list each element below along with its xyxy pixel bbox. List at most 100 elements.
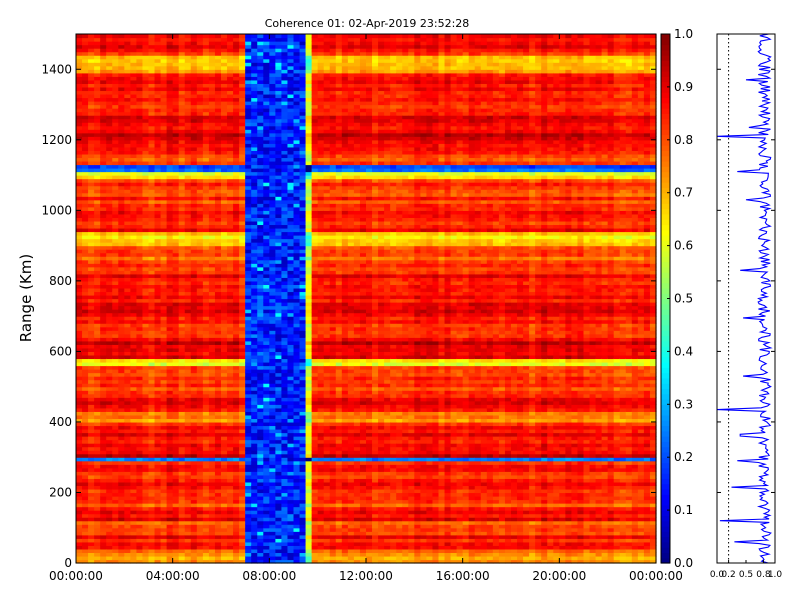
heatmap-cell	[142, 101, 150, 106]
heatmap-cell	[100, 231, 107, 236]
heatmap-cell	[94, 213, 101, 218]
heatmap-cell	[100, 122, 107, 127]
heatmap-cell	[172, 273, 180, 278]
heatmap-cell	[88, 122, 95, 127]
heatmap-cell	[166, 157, 174, 162]
heatmap-cell	[263, 79, 270, 84]
heatmap-cell	[112, 305, 119, 310]
heatmap-cell	[239, 443, 246, 448]
heatmap-cell	[227, 407, 234, 412]
heatmap-cell	[76, 386, 83, 391]
heatmap-cell	[214, 425, 222, 430]
heatmap-cell	[106, 485, 113, 490]
heatmap-cell	[221, 467, 228, 472]
heatmap-cell	[94, 319, 101, 324]
heatmap-cell	[112, 443, 119, 448]
heatmap-cell	[166, 48, 174, 53]
heatmap-cell	[124, 34, 131, 39]
heatmap-cell	[136, 298, 144, 303]
heatmap-cell	[178, 263, 186, 268]
heatmap-cell	[172, 531, 180, 536]
heatmap-cell	[190, 330, 198, 335]
heatmap-cell	[94, 160, 101, 166]
heatmap-cell	[251, 404, 258, 409]
heatmap-cell	[100, 545, 107, 550]
heatmap-cell	[82, 72, 89, 77]
heatmap-cell	[233, 263, 240, 268]
heatmap-cell	[118, 439, 125, 444]
heatmap-cell	[160, 369, 168, 374]
heatmap-cell	[100, 62, 107, 67]
heatmap-cell	[94, 397, 101, 402]
heatmap-cell	[233, 252, 240, 257]
heatmap-cell	[142, 393, 150, 398]
heatmap-cell	[94, 347, 101, 352]
heatmap-cell	[251, 354, 258, 360]
heatmap-cell	[160, 160, 168, 166]
heatmap-cell	[184, 217, 192, 222]
heatmap-cell	[269, 386, 276, 391]
heatmap-cell	[106, 400, 113, 405]
heatmap-cell	[245, 397, 252, 402]
heatmap-cell	[94, 277, 101, 282]
heatmap-cell	[251, 474, 258, 479]
heatmap-cell	[275, 534, 283, 539]
heatmap-cell	[106, 146, 113, 151]
heatmap-cell	[263, 488, 270, 494]
heatmap-cell	[190, 506, 198, 511]
heatmap-cell	[106, 513, 113, 518]
heatmap-cell	[245, 242, 252, 247]
heatmap-cell	[239, 404, 246, 409]
heatmap-cell	[112, 256, 119, 261]
heatmap-cell	[245, 464, 252, 469]
heatmap-cell	[118, 178, 125, 183]
heatmap-cell	[227, 118, 234, 123]
heatmap-cell	[82, 464, 89, 469]
heatmap-cell	[124, 242, 131, 247]
heatmap-cell	[142, 242, 150, 247]
heatmap-cell	[178, 319, 186, 324]
heatmap-cell	[136, 390, 144, 395]
heatmap-cell	[214, 358, 222, 363]
heatmap-cell	[130, 199, 138, 204]
heatmap-cell	[221, 312, 228, 317]
heatmap-cell	[245, 287, 252, 293]
heatmap-cell	[245, 524, 252, 529]
heatmap-cell	[269, 270, 276, 275]
heatmap-cell	[190, 481, 198, 487]
heatmap-cell	[227, 41, 234, 46]
heatmap-cell	[257, 351, 264, 356]
heatmap-cell	[112, 270, 119, 275]
heatmap-cell	[269, 411, 276, 416]
heatmap-cell	[118, 358, 125, 363]
heatmap-cell	[166, 319, 174, 324]
heatmap-cell	[106, 344, 113, 349]
heatmap-cell	[118, 520, 125, 525]
heatmap-cell	[94, 492, 101, 497]
heatmap-cell	[233, 160, 240, 166]
heatmap-cell	[221, 421, 228, 427]
heatmap-cell	[112, 235, 119, 240]
heatmap-cell	[190, 527, 198, 532]
heatmap-cell	[251, 97, 258, 102]
heatmap-cell	[221, 376, 228, 381]
heatmap-cell	[239, 168, 246, 173]
heatmap-cell	[160, 273, 168, 278]
heatmap-cell	[148, 527, 156, 532]
heatmap-cell	[160, 129, 168, 134]
heatmap-cell	[275, 485, 283, 490]
heatmap-cell	[251, 104, 258, 109]
heatmap-cell	[172, 206, 180, 211]
heatmap-cell	[106, 407, 113, 412]
heatmap-cell	[100, 86, 107, 92]
heatmap-cell	[154, 492, 162, 497]
heatmap-cell	[221, 548, 228, 554]
heatmap-cell	[172, 196, 180, 201]
heatmap-cell	[106, 266, 113, 271]
heatmap-cell	[112, 534, 119, 539]
heatmap-cell	[239, 294, 246, 300]
heatmap-cell	[88, 559, 95, 564]
heatmap-cell	[166, 333, 174, 338]
heatmap-cell	[154, 436, 162, 441]
heatmap-cell	[142, 178, 150, 183]
